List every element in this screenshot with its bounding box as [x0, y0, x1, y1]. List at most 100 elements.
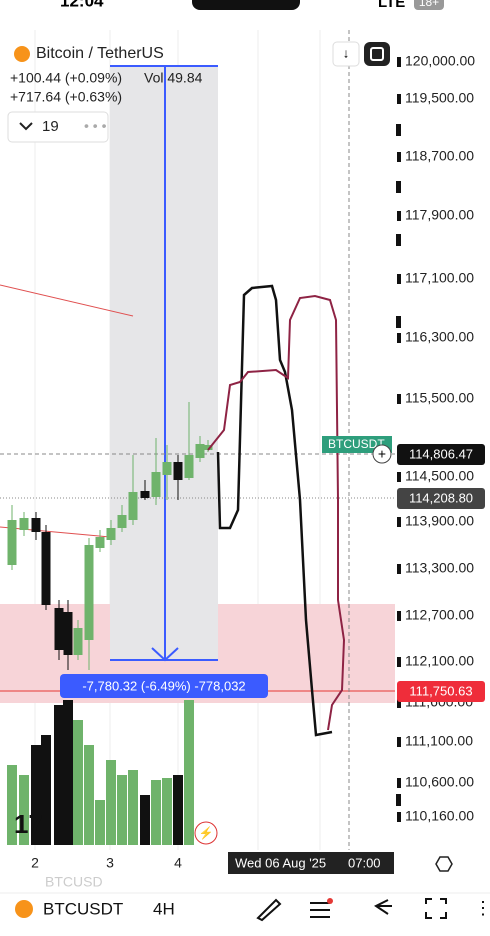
toolbar-symbol[interactable]: BTCUSDT	[43, 899, 123, 918]
add-button[interactable]	[372, 444, 392, 464]
price-tick	[397, 57, 401, 67]
svg-text:• • •: • • •	[84, 118, 107, 134]
candle-body	[19, 518, 29, 530]
cursor-time: 07:00	[348, 855, 381, 870]
candle-body	[63, 612, 73, 655]
price-tick	[397, 152, 401, 162]
candle-body	[173, 462, 183, 480]
volume-bar	[31, 745, 41, 845]
scroll-button[interactable]	[332, 41, 360, 67]
indicator-count: 19	[42, 118, 59, 135]
candle-body	[84, 545, 94, 640]
candle-body	[106, 528, 116, 540]
price-label: 117,900.00	[405, 207, 474, 223]
volume-bar	[128, 770, 138, 845]
candle-body	[195, 444, 205, 458]
volume-bar	[151, 780, 161, 845]
cursor-date: Wed 06 Aug '25	[235, 855, 326, 870]
time-label: 4	[174, 855, 182, 871]
measure-label: -7,780.32 (-6.49%) -778,032	[82, 678, 245, 693]
price-tick	[397, 812, 401, 822]
watermark: BTCUSD	[45, 874, 103, 890]
volume: Vol 49.84	[144, 70, 203, 86]
price-tick	[397, 698, 401, 708]
price-tick	[397, 778, 401, 788]
volume-bar	[140, 795, 150, 845]
price-tick	[397, 394, 401, 404]
price-tick	[397, 737, 401, 747]
crosshair-price: 114,208.80	[409, 490, 473, 505]
volume-bar	[84, 745, 94, 845]
measure-price: 111,750.63	[409, 683, 472, 698]
volume-bar	[54, 705, 64, 845]
scale-marker	[396, 316, 401, 328]
candle-body	[151, 472, 161, 497]
candle-body	[140, 491, 150, 498]
status-badge: 18+	[419, 0, 439, 9]
candle-body	[7, 520, 17, 565]
price-tick	[397, 333, 401, 343]
volume-bar	[184, 700, 194, 845]
candle-body	[41, 532, 51, 605]
candle-body	[31, 518, 41, 532]
symbol-title: Bitcoin / TetherUS	[36, 45, 164, 62]
price-label: 116,300.00	[405, 329, 474, 345]
status-network: LTE	[378, 0, 405, 11]
svg-text:⋮: ⋮	[474, 898, 490, 918]
scale-marker	[396, 181, 401, 193]
candle-body	[95, 537, 105, 548]
price-label: 110,160.00	[405, 808, 474, 824]
volume-bar	[117, 775, 127, 845]
time-label: 2	[31, 855, 39, 871]
price-label: 113,300.00	[405, 560, 474, 576]
change-2: +717.64 (+0.63%)	[10, 89, 122, 105]
scale-marker	[396, 234, 401, 246]
price-tick	[397, 517, 401, 527]
toolbar-interval[interactable]: 4H	[153, 899, 175, 918]
price-label: 114,500.00	[405, 468, 474, 484]
price-label: 113,900.00	[405, 513, 474, 529]
expand-button[interactable]	[364, 42, 390, 66]
svg-text:+: +	[378, 446, 386, 462]
volume-bar	[106, 760, 116, 845]
candle-body	[128, 492, 138, 520]
candle-body	[117, 515, 127, 528]
price-tick	[397, 657, 401, 667]
price-tick	[397, 472, 401, 482]
indicator-toggle[interactable]	[7, 111, 109, 143]
price-tick	[397, 611, 401, 621]
volume-bar	[7, 765, 17, 845]
volume-bar	[95, 800, 105, 845]
volume-bar	[73, 720, 83, 845]
price-tick	[397, 211, 401, 221]
time-label: 3	[106, 855, 114, 871]
price-tick	[397, 564, 401, 574]
price-label: 112,700.00	[405, 607, 474, 623]
price-label: 120,000.00	[405, 53, 475, 69]
volume-bar	[41, 735, 51, 845]
volume-bar	[19, 775, 29, 845]
volume-bar	[162, 778, 172, 845]
candle-body	[184, 455, 194, 478]
volume-bar	[63, 700, 73, 845]
price-tick	[397, 94, 401, 104]
price-label: 118,700.00	[405, 148, 474, 164]
change-1: +100.44 (+0.09%)	[10, 70, 122, 86]
scale-marker	[396, 794, 401, 806]
price-tick	[397, 274, 401, 284]
candle-body	[73, 628, 83, 655]
candle-body	[203, 445, 213, 450]
price-label: 111,100.00	[405, 733, 473, 749]
price-label: 115,500.00	[405, 390, 474, 406]
candle-body	[54, 608, 64, 650]
price-label: 112,100.00	[405, 653, 474, 669]
volume-bar	[173, 775, 183, 845]
price-label: 110,600.00	[405, 774, 474, 790]
last-price: 114,806.47	[409, 446, 473, 461]
symbol-tag: BTCUSDT	[328, 437, 385, 451]
candle-body	[162, 462, 172, 475]
scale-marker	[396, 124, 401, 136]
svg-text:17: 17	[14, 809, 43, 839]
price-label: 119,500.00	[405, 90, 474, 106]
